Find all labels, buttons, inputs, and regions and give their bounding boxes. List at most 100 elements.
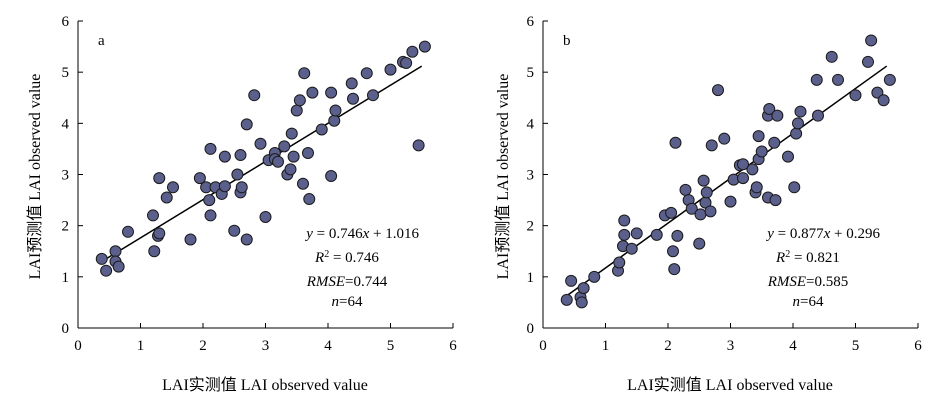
data-point bbox=[325, 170, 338, 183]
data-point bbox=[218, 150, 231, 163]
data-point bbox=[147, 209, 159, 222]
regression-line bbox=[567, 65, 888, 296]
data-point bbox=[315, 123, 328, 136]
data-point bbox=[724, 195, 737, 208]
data-point bbox=[750, 181, 763, 194]
data-point bbox=[418, 40, 431, 53]
data-point bbox=[406, 45, 419, 58]
y-tick-label: 4 bbox=[62, 116, 70, 132]
x-tick-label: 5 bbox=[387, 338, 395, 354]
chart-panel-b: 0 1 2 3 4 5 6 0 1 2 3 4 5 6 LAI实测值 LAI observed value L… bbox=[494, 14, 922, 394]
data-point bbox=[100, 264, 113, 277]
data-point bbox=[718, 132, 731, 145]
data-point bbox=[862, 55, 874, 68]
y-tick-label: 1 bbox=[62, 270, 70, 286]
data-point bbox=[871, 86, 884, 99]
data-point bbox=[782, 150, 794, 163]
data-point bbox=[384, 63, 397, 76]
data-point bbox=[360, 67, 373, 80]
x-tick-label: 2 bbox=[664, 338, 672, 354]
data-point bbox=[204, 142, 217, 155]
data-point bbox=[193, 172, 206, 185]
data-point bbox=[685, 202, 698, 215]
data-point bbox=[347, 92, 359, 105]
y-tick-label: 1 bbox=[527, 270, 535, 286]
data-point bbox=[306, 86, 319, 99]
x-tick-label: 4 bbox=[324, 338, 332, 354]
data-point bbox=[298, 67, 311, 80]
data-point bbox=[697, 174, 710, 187]
y-tick-label: 2 bbox=[62, 219, 70, 235]
data-point bbox=[325, 86, 338, 99]
data-point bbox=[671, 229, 684, 242]
data-point bbox=[883, 73, 896, 86]
data-point bbox=[287, 150, 300, 163]
y-tick-label: 3 bbox=[527, 168, 535, 184]
y-tick-label: 0 bbox=[62, 321, 70, 337]
sample-count: n=64 bbox=[332, 294, 363, 310]
data-point bbox=[240, 233, 253, 246]
data-point bbox=[665, 206, 678, 219]
x-tick-label: 3 bbox=[727, 338, 735, 354]
data-point bbox=[669, 136, 682, 149]
data-point bbox=[810, 73, 823, 86]
data-point bbox=[737, 172, 749, 185]
data-point bbox=[160, 191, 173, 204]
data-point bbox=[235, 181, 248, 194]
data-point bbox=[577, 282, 590, 295]
y-tick-label: 0 bbox=[527, 321, 535, 337]
x-tick-label: 6 bbox=[449, 338, 457, 354]
data-point bbox=[153, 172, 166, 185]
data-point bbox=[95, 252, 108, 265]
data-point bbox=[812, 109, 824, 122]
data-point bbox=[203, 194, 216, 207]
data-point bbox=[240, 118, 253, 131]
data-point bbox=[184, 233, 197, 246]
data-point bbox=[560, 293, 573, 306]
data-point bbox=[148, 245, 161, 258]
data-point bbox=[700, 186, 713, 199]
data-point bbox=[752, 130, 765, 143]
data-point bbox=[112, 260, 125, 273]
x-tick-label: 4 bbox=[789, 338, 797, 354]
data-point bbox=[694, 208, 707, 221]
data-point bbox=[234, 149, 247, 162]
data-point bbox=[763, 103, 776, 116]
data-point bbox=[204, 209, 217, 222]
x-tick-label: 2 bbox=[199, 338, 207, 354]
x-tick-label: 3 bbox=[262, 338, 270, 354]
x-tick-label: 0 bbox=[539, 338, 547, 354]
data-point bbox=[122, 225, 134, 238]
data-point bbox=[345, 77, 358, 90]
data-point bbox=[667, 245, 679, 258]
sample-count: n=64 bbox=[793, 294, 824, 310]
panel-label: a bbox=[98, 33, 105, 49]
r-squared: R2 = 0.746 bbox=[314, 249, 379, 267]
data-point bbox=[693, 237, 706, 250]
data-point bbox=[650, 228, 663, 241]
y-axis-title: LAI预测值 LAI observed value bbox=[494, 74, 512, 280]
data-point bbox=[278, 140, 291, 153]
data-point bbox=[737, 158, 749, 171]
y-tick-label: 6 bbox=[62, 14, 70, 30]
data-point bbox=[746, 163, 759, 176]
data-point bbox=[679, 183, 692, 196]
x-axis-title: LAI实测值 LAI observed value bbox=[162, 376, 368, 394]
x-tick-label: 5 bbox=[852, 338, 860, 354]
data-point bbox=[259, 210, 272, 223]
data-point bbox=[877, 94, 890, 107]
regression-equation: y = 0.877x + 0.296 bbox=[765, 226, 880, 242]
data-point bbox=[272, 155, 284, 168]
data-point bbox=[865, 34, 878, 47]
data-point bbox=[769, 194, 782, 207]
data-point bbox=[705, 139, 718, 152]
data-point bbox=[792, 117, 804, 130]
data-point bbox=[153, 227, 166, 240]
x-axis-title: LAI实测值 LAI observed value bbox=[627, 376, 833, 394]
data-point bbox=[618, 228, 631, 241]
data-point bbox=[755, 145, 768, 158]
y-tick-label: 3 bbox=[62, 168, 70, 184]
rmse: RMSE=0.744 bbox=[306, 274, 388, 290]
data-point bbox=[248, 89, 261, 102]
